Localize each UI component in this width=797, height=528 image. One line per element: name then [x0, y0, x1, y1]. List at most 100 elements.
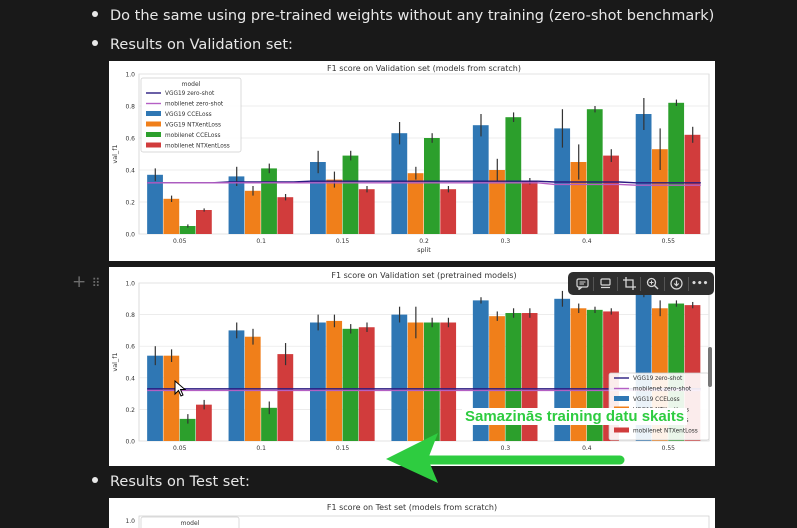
- legend-swatch: [146, 121, 161, 127]
- bar: [440, 189, 457, 234]
- caption-icon[interactable]: [597, 275, 615, 293]
- bar: [196, 404, 212, 441]
- y-tick-label: 0.2: [125, 200, 135, 207]
- y-tick-label: 0.6: [125, 136, 135, 143]
- bar: [391, 133, 408, 234]
- bar: [261, 407, 277, 441]
- bar: [684, 134, 701, 234]
- bar: [196, 210, 212, 234]
- bar: [147, 174, 163, 234]
- legend-title: model: [182, 81, 201, 88]
- chart-title: F1 score on Validation set (pretrained m…: [331, 271, 516, 280]
- legend-box: [140, 77, 242, 153]
- y-tick-label: 0.2: [125, 407, 135, 414]
- more-icon[interactable]: •••: [691, 278, 709, 289]
- bar: [668, 102, 685, 234]
- legend-swatch: [614, 427, 629, 433]
- legend-label: mobilenet NTXentLoss: [165, 144, 230, 150]
- zero-shot-line: [147, 180, 701, 184]
- comment-icon[interactable]: [573, 275, 591, 293]
- y-tick-label: 0.8: [125, 312, 135, 319]
- bar: [554, 128, 571, 234]
- legend-swatch: [614, 396, 629, 401]
- bar: [489, 170, 505, 234]
- legend-label: VGG19 zero-shot: [633, 376, 683, 382]
- green-arrow-annotation: [386, 433, 625, 483]
- bar: [635, 114, 652, 234]
- bar: [277, 197, 294, 234]
- bar: [244, 190, 261, 234]
- zero-shot-line: [147, 182, 701, 186]
- x-tick-label: 0.1: [256, 238, 266, 245]
- bar: [163, 198, 180, 234]
- x-tick-label: 0.3: [501, 238, 511, 245]
- block-handle[interactable]: + ⠿: [72, 272, 101, 292]
- bar: [179, 226, 196, 234]
- bar: [342, 155, 359, 234]
- x-tick-label: 0.15: [336, 238, 350, 245]
- mouse-cursor-icon: [174, 380, 186, 397]
- y-axis-label: val_f1: [111, 352, 119, 371]
- bullet-zero-shot: Do the same using pre-trained weights wi…: [92, 8, 714, 24]
- y-tick-label: 1.0: [125, 281, 135, 288]
- y-tick-label: 0.4: [125, 168, 135, 175]
- x-tick-label: 0.1: [256, 445, 266, 452]
- bullet-test: Results on Test set:: [92, 474, 250, 490]
- bar: [342, 328, 359, 441]
- legend-label: mobilenet zero-shot: [633, 387, 692, 393]
- bar: [228, 330, 245, 441]
- bar: [652, 149, 668, 234]
- annotation-text: Samazinās training datu skaits: [462, 408, 688, 425]
- bar: [179, 418, 196, 441]
- bar: [505, 117, 522, 234]
- chart-title: F1 score on Validation set (models from …: [327, 64, 521, 73]
- x-tick-label: 0.4: [582, 238, 592, 245]
- y-tick-label: 0.4: [125, 375, 135, 382]
- bar: [261, 168, 277, 234]
- legend-swatch: [146, 142, 161, 148]
- chart-validation-scratch: F1 score on Validation set (models from …: [109, 61, 715, 261]
- x-tick-label: 0.2: [419, 238, 429, 245]
- bar: [407, 173, 424, 234]
- legend-label: VGG19 CCELoss: [165, 112, 212, 118]
- bar: [326, 320, 343, 441]
- image-toolbar: •••: [568, 272, 714, 295]
- x-tick-label: 0.05: [173, 238, 187, 245]
- add-block-icon[interactable]: +: [72, 272, 87, 292]
- bar: [228, 176, 245, 234]
- y-axis-label: val_f1: [111, 144, 119, 163]
- drag-handle-icon[interactable]: ⠿: [91, 276, 101, 290]
- y-tick-label: 0.0: [125, 439, 135, 446]
- bar: [424, 322, 440, 441]
- bar: [391, 314, 408, 441]
- bar: [424, 138, 440, 234]
- y-tick-label: 1.0: [125, 72, 135, 79]
- bar: [310, 162, 326, 234]
- download-icon[interactable]: [667, 275, 685, 293]
- chart-svg: F1 score on Validation set (models from …: [111, 64, 710, 254]
- bar: [570, 308, 587, 441]
- bar: [277, 354, 294, 441]
- resize-handle[interactable]: [708, 347, 712, 387]
- chart-title: F1 score on Test set (models from scratc…: [327, 503, 497, 512]
- bar: [603, 155, 619, 234]
- bar: [358, 189, 375, 234]
- bar: [554, 298, 571, 441]
- legend-swatch: [146, 111, 161, 116]
- bar: [163, 355, 180, 441]
- x-tick-label: 0.55: [662, 238, 676, 245]
- bar: [310, 322, 326, 441]
- x-tick-label: 0.4: [582, 445, 592, 452]
- legend-label: VGG19 zero-shot: [165, 91, 215, 97]
- x-tick-label: 0.3: [501, 445, 511, 452]
- legend-label: mobilenet NTXentLoss: [633, 429, 698, 435]
- y-tick-label: 0.0: [125, 232, 135, 239]
- y-tick-label: 0.8: [125, 104, 135, 111]
- crop-icon[interactable]: [620, 275, 638, 293]
- zoom-icon[interactable]: [644, 275, 662, 293]
- x-tick-label: 0.05: [173, 445, 187, 452]
- legend-swatch: [146, 132, 161, 137]
- bar: [521, 181, 538, 234]
- legend-label: mobilenet zero-shot: [165, 102, 224, 108]
- x-tick-label: 0.55: [662, 445, 676, 452]
